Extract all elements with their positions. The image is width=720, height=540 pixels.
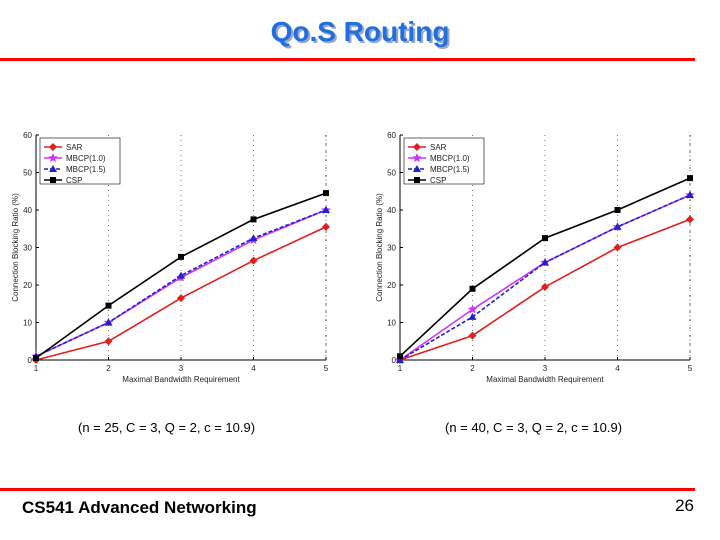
x-tick-label: 3 bbox=[543, 364, 548, 373]
y-tick-label: 20 bbox=[23, 281, 32, 290]
legend-marker bbox=[49, 165, 57, 172]
x-tick-label: 2 bbox=[106, 364, 111, 373]
data-point bbox=[397, 353, 403, 360]
y-tick-label: 30 bbox=[23, 244, 32, 253]
data-point bbox=[468, 312, 477, 320]
x-axis-label: Maximal Bandwidth Requirement bbox=[122, 375, 240, 384]
chart-left-svg: 0 10 20 30 40 50 60 1 2 3 4 5 Maximal Bandwidth Requ… bbox=[11, 131, 331, 384]
legend-label: CSP bbox=[430, 176, 446, 185]
caption-right: (n = 40, C = 3, Q = 2, c = 10.9) bbox=[445, 420, 623, 435]
x-tick-label: 1 bbox=[398, 364, 403, 373]
y-tick-label: 40 bbox=[23, 206, 32, 215]
chart-right-svg: 0 10 20 30 40 50 60 1 2 3 4 5 Maximal Bandwidth Requ… bbox=[375, 131, 695, 384]
slide-title: Qo.S Routing bbox=[270, 16, 450, 47]
data-point bbox=[468, 331, 477, 340]
data-point bbox=[467, 304, 478, 314]
data-point bbox=[469, 285, 476, 292]
data-point bbox=[178, 253, 184, 260]
chart-right: 0 10 20 30 40 50 60 1 2 3 4 5 Maximal Bandwidth Requ… bbox=[372, 125, 712, 390]
y-tick-label: 30 bbox=[387, 244, 396, 253]
data-point bbox=[613, 222, 622, 230]
data-point bbox=[686, 215, 694, 224]
y-axis-label: Connection Blocking Ratio (%) bbox=[11, 193, 20, 302]
data-point bbox=[104, 318, 113, 326]
legend-label: MBCP(1.5) bbox=[66, 165, 106, 174]
data-point bbox=[323, 190, 329, 197]
data-point bbox=[613, 243, 622, 252]
legend-label: MBCP(1.5) bbox=[430, 165, 470, 174]
x-tick-label: 3 bbox=[179, 364, 184, 373]
top-divider bbox=[0, 58, 695, 61]
legend-label: MBCP(1.0) bbox=[66, 154, 106, 163]
x-tick-label: 5 bbox=[688, 364, 693, 373]
data-point bbox=[322, 222, 330, 231]
data-point bbox=[541, 282, 549, 291]
x-tick-label: 4 bbox=[251, 364, 256, 373]
y-tick-label: 10 bbox=[387, 319, 396, 328]
x-tick-label: 2 bbox=[470, 364, 475, 373]
y-tick-label: 60 bbox=[387, 131, 396, 140]
footer-course: CS541 Advanced Networking bbox=[22, 498, 257, 517]
y-tick-label: 10 bbox=[23, 319, 32, 328]
data-point bbox=[687, 175, 693, 182]
chart-left: 0 10 20 30 40 50 60 1 2 3 4 5 Maximal Bandwidth Requ… bbox=[8, 125, 348, 390]
data-point bbox=[686, 191, 694, 198]
legend-marker bbox=[413, 165, 421, 172]
x-tick-label: 4 bbox=[615, 364, 620, 373]
legend-label: MBCP(1.0) bbox=[430, 154, 470, 163]
legend-label: SAR bbox=[430, 143, 447, 152]
y-tick-label: 60 bbox=[23, 131, 32, 140]
page-number: 26 bbox=[675, 496, 694, 515]
y-tick-label: 50 bbox=[387, 169, 396, 178]
data-point bbox=[249, 256, 258, 265]
legend-marker bbox=[49, 143, 57, 151]
legend-label: CSP bbox=[66, 176, 82, 185]
legend-marker bbox=[412, 153, 422, 162]
y-tick-label: 40 bbox=[387, 206, 396, 215]
caption-left: (n = 25, C = 3, Q = 2, c = 10.9) bbox=[78, 420, 256, 435]
legend-marker bbox=[48, 153, 58, 162]
legend-label: SAR bbox=[66, 143, 83, 152]
bottom-divider bbox=[0, 488, 695, 491]
data-point bbox=[177, 271, 185, 279]
data-point bbox=[249, 234, 258, 242]
data-point bbox=[177, 294, 185, 303]
legend-marker bbox=[50, 177, 56, 183]
y-tick-label: 0 bbox=[392, 356, 397, 365]
data-point bbox=[396, 356, 404, 363]
y-tick-label: 20 bbox=[387, 281, 396, 290]
data-point bbox=[542, 235, 548, 242]
data-point bbox=[614, 207, 621, 213]
series-line bbox=[35, 209, 327, 358]
legend-marker bbox=[414, 177, 420, 183]
data-point bbox=[250, 216, 257, 223]
x-axis-label: Maximal Bandwidth Requirement bbox=[486, 375, 604, 384]
y-tick-label: 0 bbox=[28, 356, 33, 365]
data-point bbox=[541, 258, 549, 266]
data-point bbox=[33, 355, 39, 362]
x-tick-label: 5 bbox=[324, 364, 329, 373]
y-axis-label: Connection Blocking Ratio (%) bbox=[375, 193, 384, 302]
y-tick-label: 50 bbox=[23, 169, 32, 178]
data-point bbox=[322, 206, 330, 213]
data-point bbox=[104, 337, 113, 346]
data-point bbox=[105, 302, 112, 309]
series-line bbox=[35, 209, 327, 358]
x-tick-label: 1 bbox=[34, 364, 39, 373]
legend-marker bbox=[413, 143, 421, 151]
